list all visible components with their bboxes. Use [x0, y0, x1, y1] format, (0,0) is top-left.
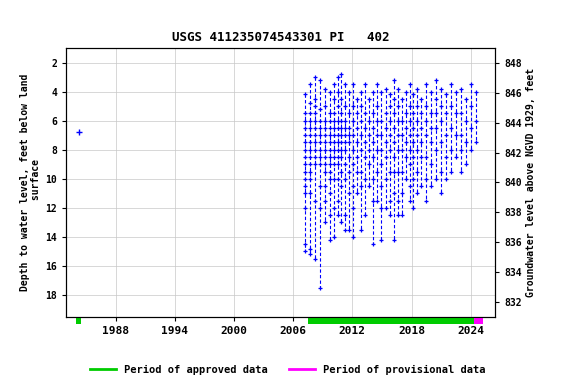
Y-axis label: Depth to water level, feet below land
 surface: Depth to water level, feet below land su… [20, 74, 41, 291]
Legend: Period of approved data, Period of provisional data: Period of approved data, Period of provi… [86, 360, 490, 379]
Bar [473, 317, 483, 323]
Bar [76, 317, 81, 323]
Title: USGS 411235074543301 PI   402: USGS 411235074543301 PI 402 [172, 31, 389, 44]
Y-axis label: Groundwater level above NGVD 1929, feet: Groundwater level above NGVD 1929, feet [526, 68, 536, 297]
Bar [308, 317, 473, 323]
